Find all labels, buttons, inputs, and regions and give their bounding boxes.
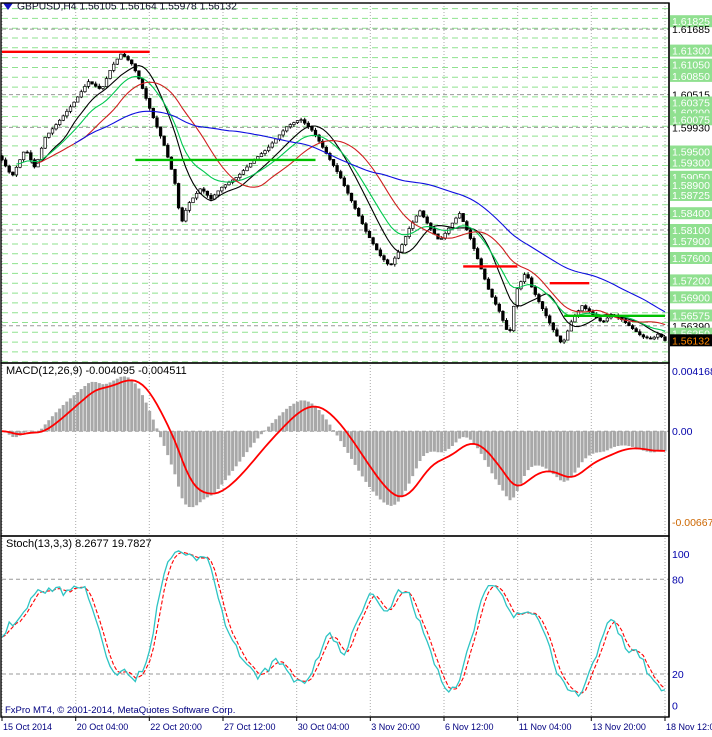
svg-text:1.61300: 1.61300 [672, 46, 710, 58]
svg-text:18 Nov 12:00: 18 Nov 12:00 [666, 722, 712, 732]
svg-text:80: 80 [672, 574, 684, 586]
svg-text:30 Oct 04:00: 30 Oct 04:00 [298, 722, 350, 732]
svg-text:1.57600: 1.57600 [672, 253, 710, 265]
svg-text:27 Oct 12:00: 27 Oct 12:00 [224, 722, 276, 732]
svg-text:0: 0 [672, 701, 678, 713]
svg-text:1.61685: 1.61685 [672, 24, 710, 36]
svg-text:20 Oct 04:00: 20 Oct 04:00 [77, 722, 129, 732]
svg-text:11 Nov 04:00: 11 Nov 04:00 [519, 722, 572, 732]
svg-text:0.004168: 0.004168 [672, 366, 712, 378]
svg-text:100: 100 [672, 549, 690, 561]
svg-text:1.59300: 1.59300 [672, 158, 710, 170]
svg-text:Stoch(13,3,3) 8.2677 19.7827: Stoch(13,3,3) 8.2677 19.7827 [6, 538, 152, 550]
svg-text:1.60850: 1.60850 [672, 71, 710, 83]
svg-text:13 Nov 20:00: 13 Nov 20:00 [592, 722, 646, 732]
svg-text:22 Oct 20:00: 22 Oct 20:00 [150, 722, 202, 732]
svg-text:1.61050: 1.61050 [672, 60, 710, 72]
svg-text:15 Oct 2014: 15 Oct 2014 [3, 722, 52, 732]
svg-text:0.00: 0.00 [672, 426, 693, 438]
svg-text:1.59930: 1.59930 [672, 122, 710, 134]
svg-text:1.58725: 1.58725 [672, 190, 710, 202]
svg-text:1.57200: 1.57200 [672, 275, 710, 287]
svg-text:1.58400: 1.58400 [672, 208, 710, 220]
svg-text:20: 20 [672, 669, 684, 681]
svg-text:1.56132: 1.56132 [672, 335, 710, 347]
svg-text:3 Nov 20:00: 3 Nov 20:00 [371, 722, 420, 732]
svg-text:1.57900: 1.57900 [672, 236, 710, 248]
svg-text:1.56900: 1.56900 [672, 292, 710, 304]
svg-text:-0.006676: -0.006676 [672, 517, 712, 529]
svg-text:MACD(12,26,9) -0.004095 -0.004: MACD(12,26,9) -0.004095 -0.004511 [6, 365, 187, 377]
svg-text:6 Nov 12:00: 6 Nov 12:00 [445, 722, 494, 732]
svg-text:FxPro MT4, © 2001-2014, MetaQu: FxPro MT4, © 2001-2014, MetaQuotes Softw… [5, 705, 235, 716]
